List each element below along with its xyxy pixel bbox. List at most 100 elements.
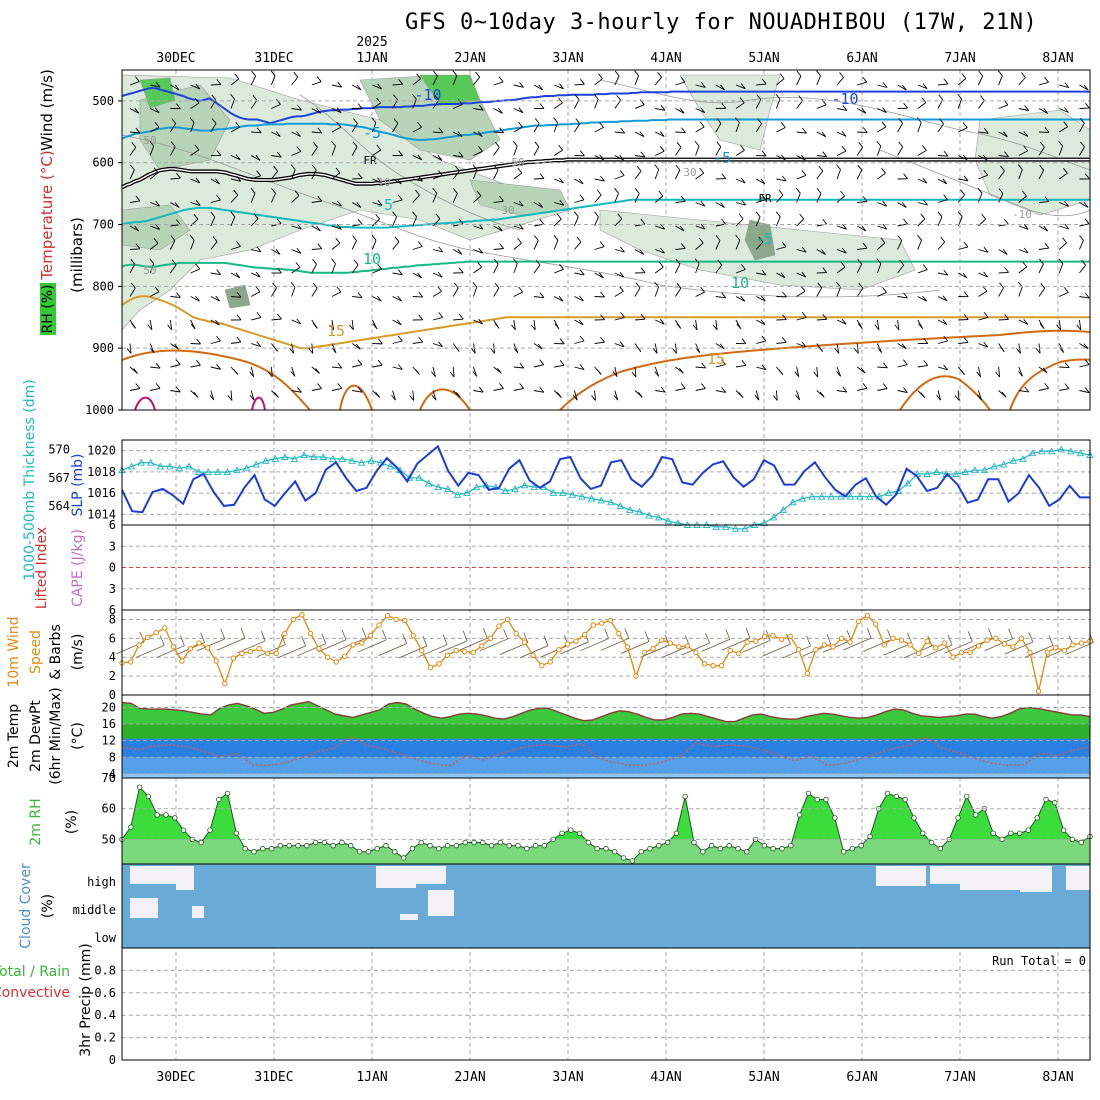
- wind-barb-flag: [942, 295, 948, 302]
- surface-wind-barb-flag: [341, 629, 347, 640]
- wind-barb-flag: [190, 323, 196, 330]
- wind-barb: [614, 193, 619, 203]
- rh-point: [673, 830, 680, 836]
- wind-barb: [654, 195, 664, 203]
- wind-barb-flag: [840, 190, 845, 197]
- run-total-label: Run Total = 0: [992, 954, 1086, 968]
- wind-barb-flag: [276, 151, 282, 158]
- rh-point: [453, 842, 460, 849]
- wind-barb-flag: [315, 368, 320, 374]
- wind-speed-point: [676, 644, 682, 650]
- wind-barb-flag: [982, 285, 988, 292]
- wind-barb-flag: [215, 178, 220, 185]
- wind-barb-flag: [882, 287, 887, 293]
- wind-barb-flag: [963, 175, 969, 182]
- wind-barb: [331, 108, 342, 114]
- rh-point: [867, 833, 873, 840]
- wind-barb-flag: [942, 319, 948, 325]
- wind-barb-flag: [983, 341, 989, 348]
- wind-barb: [978, 174, 988, 180]
- wind-barb-flag: [512, 258, 518, 264]
- wind-speed-point: [427, 664, 434, 671]
- wind-barb-flag: [371, 117, 377, 123]
- wind-barb-flag: [781, 175, 787, 182]
- wind-barb-flag: [1039, 164, 1045, 171]
- wind-barb-flag: [249, 371, 255, 377]
- wind-speed-point: [941, 640, 948, 646]
- wind-barb: [473, 131, 483, 137]
- surface-wind-barb-flag: [402, 633, 408, 644]
- wind-barb-flag: [943, 364, 948, 371]
- wind-barb: [816, 366, 819, 378]
- rh-point: [321, 839, 328, 846]
- wind-barb-flag: [740, 83, 746, 89]
- wind-barb: [472, 286, 478, 297]
- wind-barb-flag: [794, 371, 800, 377]
- wind-barb: [554, 84, 564, 90]
- wind-barb-flag: [297, 387, 302, 393]
- wind-barb: [473, 390, 484, 393]
- wind-barb-flag: [701, 362, 706, 369]
- wind-barb-flag: [901, 202, 907, 208]
- thickness-point: [587, 494, 596, 502]
- contour-label: -5: [755, 230, 773, 248]
- thickness-point: [338, 454, 347, 462]
- wind-barb: [755, 390, 760, 401]
- wind-barb: [594, 341, 605, 344]
- wind-barb-flag: [836, 371, 841, 377]
- wind-barb-flag: [211, 118, 217, 124]
- wind-barb-flag: [600, 336, 605, 343]
- lifted-index-axis-label: Lifted Index: [34, 527, 50, 609]
- wind-barb: [1079, 264, 1086, 274]
- wind-barb: [836, 366, 842, 377]
- wind-barb: [998, 271, 1009, 274]
- wind-barb-flag: [249, 394, 255, 401]
- wind-barb-flag: [271, 188, 276, 194]
- hot-isotherm: [134, 396, 156, 411]
- surface-wind-barb: [701, 638, 730, 652]
- thickness-point: [923, 470, 931, 477]
- panel-frame: [121, 947, 1091, 1061]
- wind-barb-flag: [251, 70, 256, 77]
- wind-barb-flag: [716, 141, 722, 148]
- rh-point: [744, 849, 750, 855]
- surface-wind-barb: [297, 643, 326, 657]
- wind-speed-point: [847, 639, 853, 645]
- wind-barb: [1018, 390, 1029, 393]
- wind-barb-flag: [457, 249, 463, 255]
- wind-barb: [311, 108, 321, 114]
- wind-barb-flag: [493, 164, 499, 171]
- wind-barb: [937, 272, 948, 276]
- wind-barb-flag: [1016, 348, 1021, 354]
- wind-speed-point: [907, 642, 913, 648]
- temp-units-axis-label: (°C): [70, 722, 86, 750]
- wind-barb-flag: [676, 141, 682, 148]
- wind-barb-flag: [636, 165, 642, 172]
- rh-point: [920, 830, 926, 836]
- wind-barb-flag: [858, 282, 864, 289]
- millibars-axis-label: (millibars): [68, 217, 86, 293]
- wind-barb-flag: [1080, 141, 1085, 148]
- surface-wind-barb-flag: [947, 634, 953, 646]
- wind-barb-flag: [857, 164, 863, 171]
- wind-barb-flag: [738, 392, 744, 398]
- wind-barb: [917, 269, 928, 274]
- wind-barb: [674, 169, 681, 180]
- wind-barb-flag: [130, 282, 136, 289]
- wind-barb: [150, 202, 160, 207]
- wind-barb-flag: [559, 83, 564, 90]
- wind-barb-flag: [494, 282, 500, 289]
- wind-barb: [614, 249, 625, 253]
- thickness-point: [980, 466, 989, 474]
- wind-barb: [735, 218, 744, 227]
- wind-barb-flag: [236, 241, 241, 247]
- wind-barb-flag: [599, 154, 604, 161]
- wind-barb: [311, 131, 322, 134]
- rh-point: [761, 842, 768, 849]
- wind-barb: [372, 84, 382, 90]
- wind-barb-flag: [170, 235, 176, 241]
- wind-barb: [472, 169, 478, 180]
- wind-barb: [473, 249, 483, 254]
- rh-point: [779, 845, 785, 852]
- rh-point: [330, 842, 336, 849]
